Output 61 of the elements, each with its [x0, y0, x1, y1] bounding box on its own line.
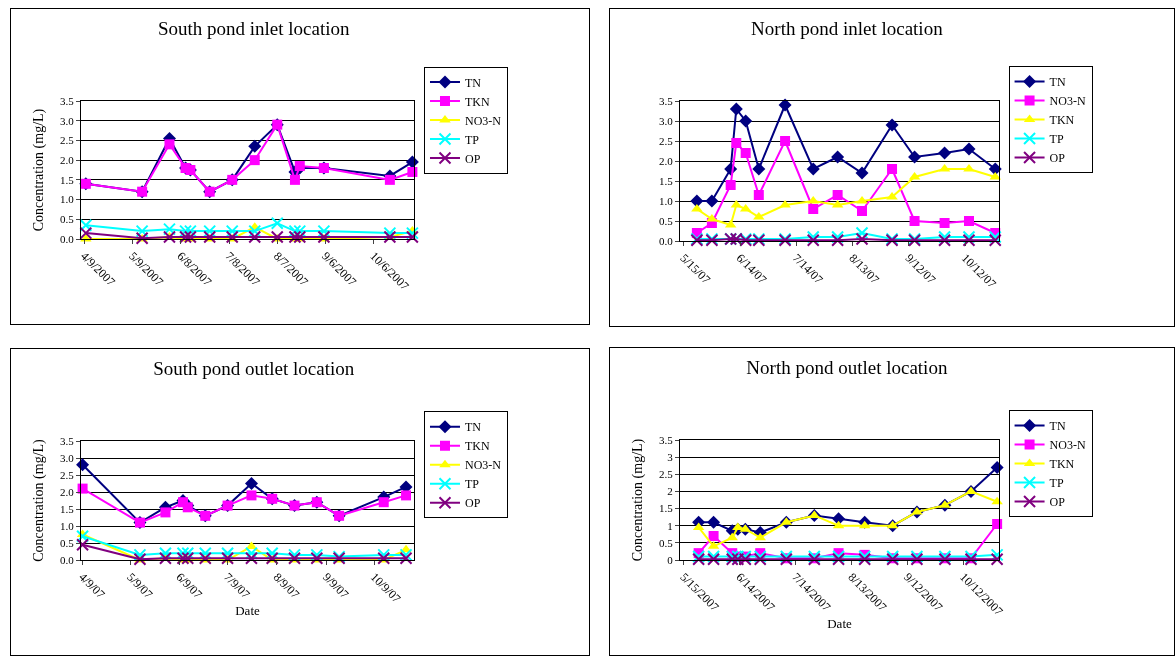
chart-title: North pond inlet location	[751, 17, 944, 39]
y-tick-label: 2.0	[60, 153, 75, 166]
y-tick-label: 1.0	[659, 194, 674, 207]
legend-label: TN	[464, 420, 482, 435]
y-axis-title: Concentration (mg/L)	[630, 438, 646, 562]
y-tick-label: 0.0	[60, 553, 75, 566]
y-tick-label: 1.5	[659, 174, 674, 187]
legend-label: TP	[464, 132, 480, 147]
y-tick-label: 2	[667, 485, 673, 498]
y-tick-label: 2.5	[659, 468, 674, 481]
legend-label: TKN	[1049, 457, 1075, 472]
legend-label: TP	[1049, 132, 1064, 147]
legend-label: NO3-N	[464, 458, 502, 473]
legend-label: NO3-N	[464, 113, 502, 128]
y-tick-label: 3.5	[659, 433, 674, 446]
y-tick-label: 1.5	[60, 502, 75, 515]
x-axis-title: Date	[235, 603, 260, 619]
y-tick-label: 1.0	[60, 193, 75, 206]
legend-label: OP	[464, 496, 481, 511]
legend-label: TKN	[464, 439, 490, 454]
y-tick-label: 3.5	[659, 94, 674, 107]
legend-label: NO3-N	[1049, 438, 1086, 453]
y-tick-label: 3.0	[60, 114, 75, 127]
legend-label: TN	[464, 75, 482, 90]
legend-label: NO3-N	[1049, 94, 1086, 109]
y-tick-label: 3	[667, 450, 674, 463]
y-tick-label: 3.5	[60, 94, 75, 107]
y-tick-label: 1.5	[659, 502, 674, 515]
y-axis-title: Concentration (mg/L)	[31, 108, 47, 232]
y-tick-label: 1.0	[60, 519, 75, 532]
y-tick-label: 3.0	[659, 114, 674, 127]
y-tick-label: 0.5	[659, 214, 674, 227]
legend-label: TN	[1049, 75, 1066, 90]
legend-label: TKN	[1049, 113, 1075, 128]
y-tick-label: 0.0	[60, 232, 75, 245]
y-tick-label: 0	[667, 553, 674, 566]
x-axis-title: Date	[827, 616, 852, 632]
y-tick-label: 2.5	[60, 468, 75, 481]
legend-label: OP	[464, 151, 481, 166]
y-tick-label: 1.5	[60, 173, 75, 186]
y-tick-label: 2.0	[60, 485, 75, 498]
y-tick-label: 2.5	[659, 134, 674, 147]
legend-label: TKN	[464, 94, 490, 109]
y-tick-label: 3.5	[60, 434, 75, 447]
y-tick-label: 0.0	[659, 234, 674, 247]
y-tick-label: 0.5	[60, 213, 75, 226]
y-tick-label: 3.0	[60, 451, 75, 464]
legend-label: OP	[1049, 151, 1066, 166]
legend-label: TP	[1049, 476, 1064, 491]
y-tick-label: 2.5	[60, 134, 75, 147]
y-tick-label: 2.0	[659, 154, 674, 167]
legend-label: TN	[1049, 419, 1066, 434]
chart-title: South pond inlet location	[157, 17, 351, 39]
y-tick-label: 1	[667, 519, 673, 532]
y-axis-title: Concentration (mg/L)	[31, 438, 47, 562]
legend-label: OP	[1049, 495, 1066, 510]
y-tick-label: 0.5	[60, 536, 75, 549]
y-tick-label: 0.5	[659, 536, 674, 549]
chart-title: South pond outlet location	[153, 357, 355, 379]
chart-title: North pond outlet location	[746, 356, 948, 378]
legend-label: TP	[464, 477, 480, 492]
